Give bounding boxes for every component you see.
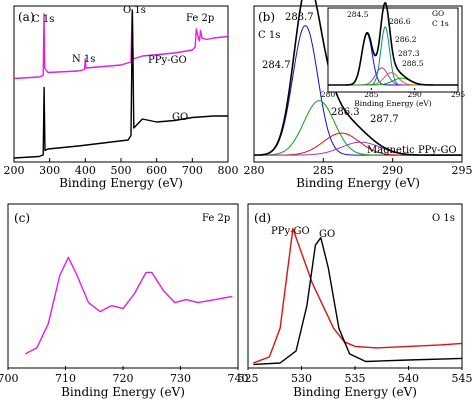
x-tick-label: 740 — [228, 372, 249, 385]
series-PPy-GO — [253, 227, 463, 364]
annotation-c1s: C 1s — [32, 14, 54, 25]
x-tick-label: 800 — [218, 164, 239, 177]
panel-d: (d) PPy-GO GO O 1s 525 530 535 540 545 Bindi… — [238, 203, 473, 399]
x-tick-label: 545 — [452, 372, 473, 385]
x-tick-label: 700 — [0, 372, 19, 385]
panel-d-label: (d) — [254, 211, 271, 225]
panel-c-xlabel: Binding Energy (eV) — [61, 385, 185, 399]
inset-2862: 286.2 — [395, 35, 417, 44]
panel-a-label: (a) — [18, 10, 35, 24]
panel-b: (b) 280 285 290 295 C 1s 283.7 284.7 286.3 … — [244, 0, 473, 190]
inset-xlabel: Binding Energy (eV) — [354, 99, 431, 108]
panel-b-xticks: 280 285 290 295 — [244, 158, 473, 177]
annotation-b-2863: 286.3 — [331, 107, 360, 118]
panel-b-label: (b) — [258, 10, 275, 24]
series-envelope-inset — [328, 1, 458, 86]
x-tick-label: 710 — [55, 372, 76, 385]
panel-b-xlabel: Binding Energy (eV) — [296, 176, 420, 190]
panel-d-series — [253, 227, 463, 366]
x-tick-label: 700 — [182, 164, 203, 177]
x-tick-label: 280 — [244, 164, 265, 177]
inset-2845: 284.5 — [347, 10, 369, 19]
panel-a-xlabel: Binding Energy (eV) — [59, 176, 183, 190]
x-tick-label: 290 — [408, 90, 423, 99]
x-tick-label: 535 — [345, 372, 366, 385]
x-tick-label: 295 — [451, 90, 466, 99]
series-envelope-main — [254, 0, 462, 156]
x-tick-label: 280 — [321, 90, 336, 99]
annotation-go: GO — [172, 112, 188, 123]
panel-d-xlabel: Binding Energy (eV) — [293, 385, 417, 399]
x-tick-label: 200 — [4, 164, 25, 177]
x-tick-label: 300 — [39, 164, 60, 177]
inset-2866: 286.6 — [389, 17, 411, 26]
inset-xticks: 280 285 290 295 — [321, 88, 466, 99]
panel-b-inset: 280 285 290 295 GO C 1s 284.5 286.6 286.2 2… — [321, 1, 466, 108]
inset-c1s: C 1s — [432, 19, 449, 28]
x-tick-label: 290 — [382, 164, 403, 177]
annotation-fe2p: Fe 2p — [186, 13, 214, 24]
annotation-n1s: N 1s — [72, 54, 95, 65]
panel-b-series — [254, 0, 462, 156]
panel-c-label: (c) — [14, 211, 30, 225]
annotation-c-fe2p: Fe 2p — [202, 213, 230, 224]
x-tick-label: 540 — [398, 372, 419, 385]
panel-c-frame — [7, 203, 239, 369]
x-tick-label: 600 — [146, 164, 167, 177]
x-tick-label: 400 — [75, 164, 96, 177]
panel-a-series — [13, 8, 229, 159]
x-tick-label: 285 — [364, 90, 379, 99]
annotation-b-2847: 284.7 — [262, 60, 291, 71]
series-fe2p — [24, 256, 233, 355]
panel-c: (c) Fe 2p 700 710 720 730 740 Binding Energy… — [0, 203, 249, 399]
panel-a-xticks: 200 300 400 500 600 700 800 — [4, 158, 239, 177]
annotation-d-go: GO — [319, 229, 335, 240]
annotation-b-magnetic: Magnetic PPy-GO — [367, 145, 457, 156]
annotation-o1s: O 1s — [123, 5, 146, 16]
panel-a: (a) 200 300 400 500 600 700 800 C 1s N 1s O 1s… — [4, 5, 239, 190]
annotation-b-c1s: C 1s — [258, 30, 280, 41]
panel-c-series — [24, 256, 233, 355]
x-tick-label: 730 — [170, 372, 191, 385]
x-tick-label: 525 — [238, 372, 259, 385]
annotation-d-o1s: O 1s — [432, 213, 455, 224]
inset-go: GO — [432, 9, 444, 18]
x-tick-label: 500 — [111, 164, 132, 177]
panel-b-frame — [253, 5, 463, 163]
inset-2873: 287.3 — [398, 49, 420, 58]
annotation-b-2877: 287.7 — [370, 114, 399, 125]
panel-c-xticks: 700 710 720 730 740 — [0, 366, 249, 385]
series-GO — [253, 237, 463, 366]
annotation-b-2837: 283.7 — [285, 12, 314, 23]
x-tick-label: 530 — [291, 372, 312, 385]
inset-2885: 288.5 — [402, 59, 424, 68]
annotation-d-ppygo: PPy-GO — [271, 226, 310, 237]
series-GO — [13, 10, 228, 159]
annotation-ppygo: PPy-GO — [148, 55, 187, 66]
x-tick-label: 285 — [313, 164, 334, 177]
inset-series — [328, 1, 458, 86]
panel-d-xticks: 525 530 535 540 545 — [238, 366, 473, 385]
x-tick-label: 720 — [113, 372, 134, 385]
x-tick-label: 295 — [452, 164, 473, 177]
